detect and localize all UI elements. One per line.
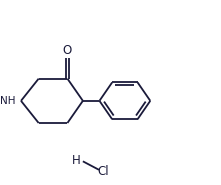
Text: NH: NH [0, 96, 15, 106]
Text: O: O [63, 44, 72, 57]
Text: Cl: Cl [97, 165, 109, 178]
Text: H: H [72, 154, 81, 166]
